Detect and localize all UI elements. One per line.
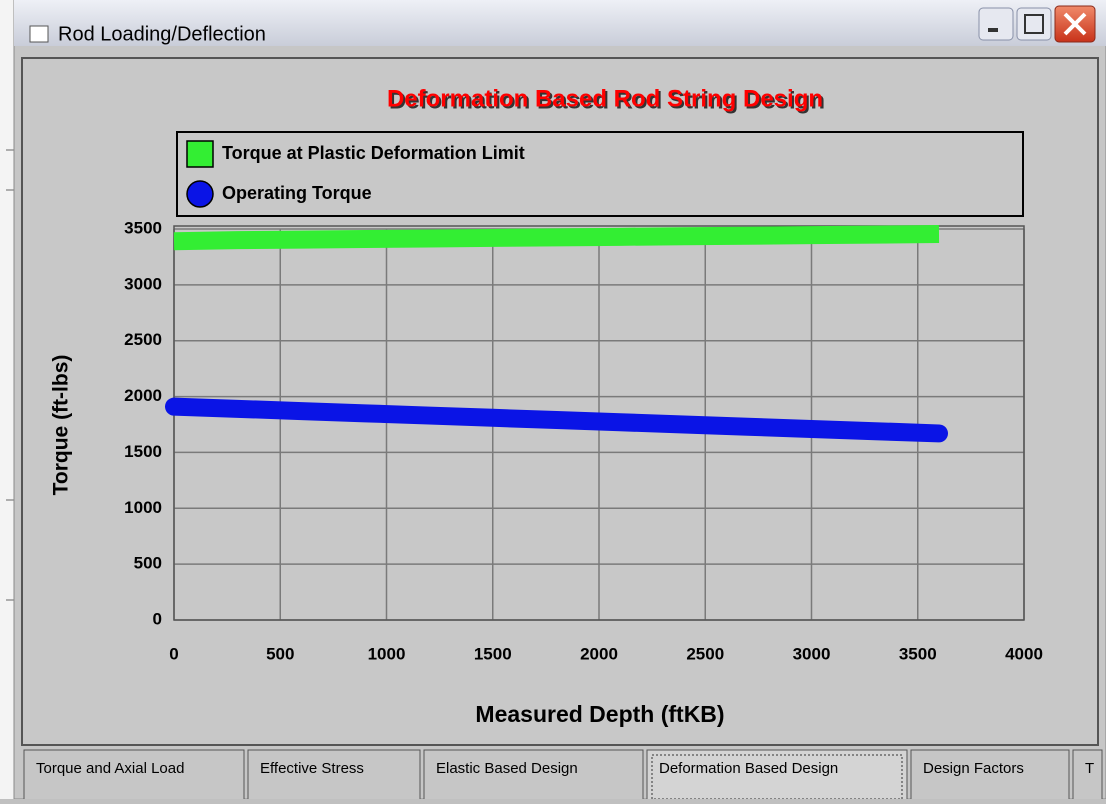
tab-label: Design Factors: [923, 760, 1024, 777]
x-tick-label: 2500: [686, 644, 724, 663]
y-tick-label: 3000: [124, 274, 162, 293]
tab-focus: [651, 754, 903, 800]
background-window: [0, 0, 14, 799]
y-tick-label: 0: [153, 609, 162, 628]
legend-swatch: [186, 140, 214, 168]
legend: [176, 131, 1024, 217]
plot-frame: [173, 225, 1025, 621]
icon: [1063, 12, 1087, 36]
x-tick-label: 500: [266, 644, 294, 663]
title-bar: [14, 0, 1106, 46]
tab-label: T: [1085, 760, 1094, 777]
series-line: [173, 225, 940, 251]
legend-label: Operating Torque: [222, 183, 372, 203]
legend-swatch: [186, 180, 214, 208]
x-tick-label: 0: [169, 644, 178, 663]
y-axis-title: Torque (ft-lbs): [50, 355, 73, 496]
y-tick-label: 1500: [124, 442, 162, 461]
x-tick-label: 1000: [368, 644, 406, 663]
tab[interactable]: [910, 749, 1070, 803]
chart-title: Deformation Based Rod String Design: [387, 85, 823, 112]
tab[interactable]: [247, 749, 421, 803]
icon: [1024, 14, 1044, 34]
tab[interactable]: [423, 749, 644, 803]
maximize-button[interactable]: [1016, 7, 1052, 41]
tab-label: Deformation Based Design: [659, 760, 838, 777]
minimize-button[interactable]: [978, 7, 1014, 41]
y-tick-label: 3500: [124, 218, 162, 237]
chart-title-shadow: Deformation Based Rod String Design: [389, 87, 825, 114]
tab[interactable]: [646, 749, 908, 803]
icon: [988, 28, 998, 32]
x-tick-label: 2000: [580, 644, 618, 663]
series-line: [165, 397, 948, 443]
x-tick-label: 1500: [474, 644, 512, 663]
tab-label: Elastic Based Design: [436, 760, 578, 777]
y-tick-label: 500: [134, 554, 162, 573]
y-tick-label: 2500: [124, 330, 162, 349]
y-tick-label: 1000: [124, 498, 162, 517]
app-icon: [29, 25, 49, 43]
x-tick-label: 3000: [793, 644, 831, 663]
y-tick-label: 2000: [124, 386, 162, 405]
tab[interactable]: [1072, 749, 1103, 803]
tab-label: Effective Stress: [260, 760, 364, 777]
window-title: Rod Loading/Deflection: [58, 23, 266, 45]
x-tick-label: 3500: [899, 644, 937, 663]
tab-label: Torque and Axial Load: [36, 760, 184, 777]
tab[interactable]: [23, 749, 245, 803]
x-axis-title: Measured Depth (ftKB): [475, 701, 724, 727]
legend-label: Torque at Plastic Deformation Limit: [222, 143, 525, 163]
x-tick-label: 4000: [1005, 644, 1043, 663]
